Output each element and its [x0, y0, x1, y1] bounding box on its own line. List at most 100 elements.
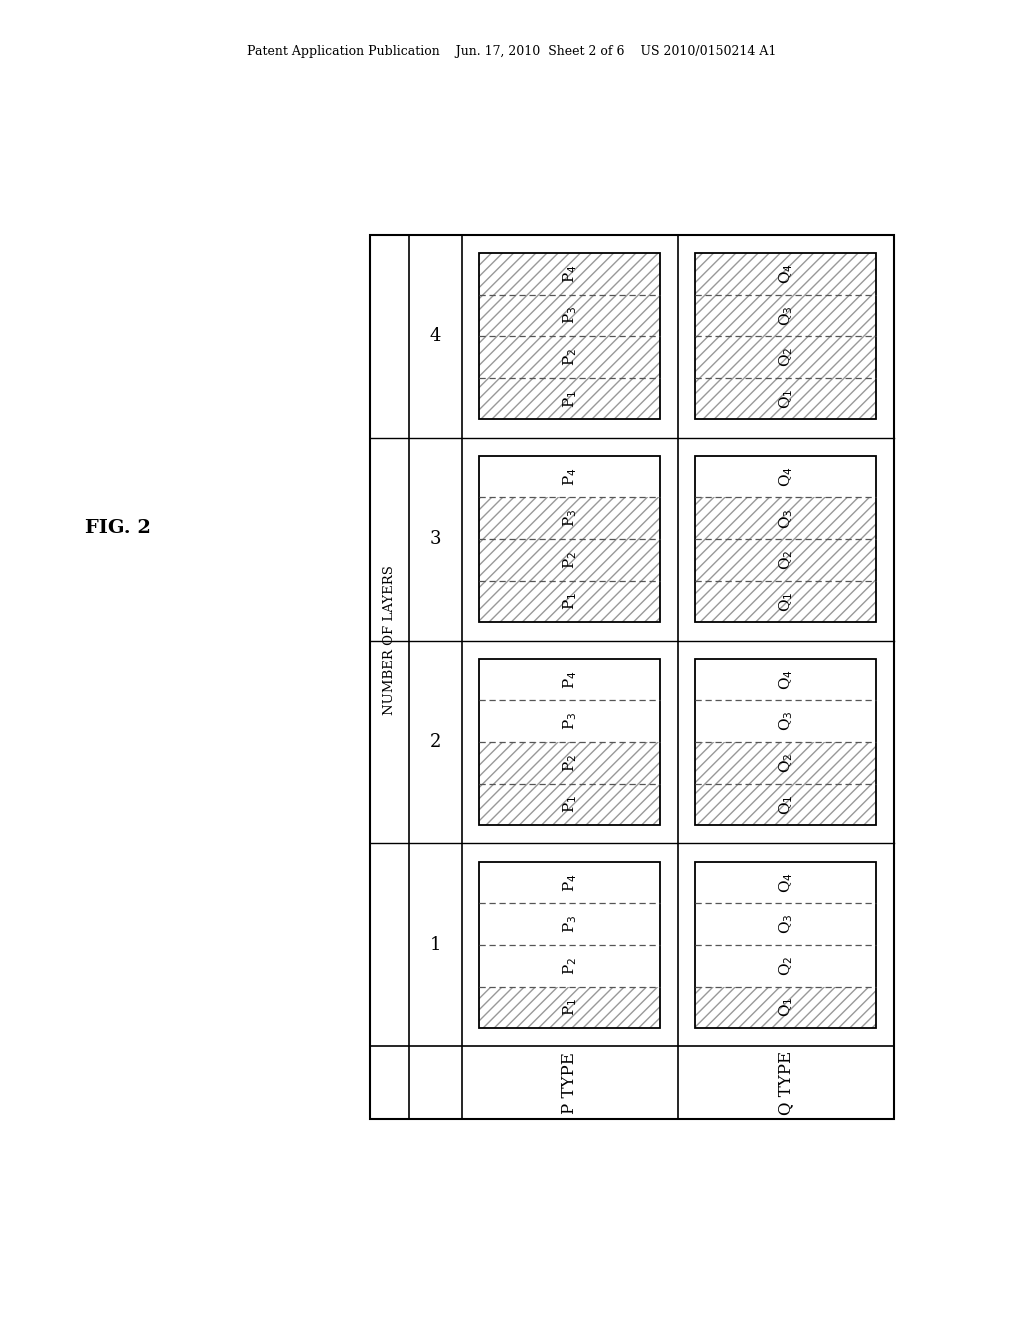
Text: P$_3$: P$_3$	[561, 306, 579, 325]
Text: Q$_4$: Q$_4$	[777, 873, 795, 892]
Bar	[479, 784, 660, 825]
Bar	[370, 235, 894, 1119]
Text: P$_2$: P$_2$	[561, 550, 579, 569]
Bar	[479, 903, 660, 945]
Text: P$_3$: P$_3$	[561, 510, 579, 528]
Text: Q$_4$: Q$_4$	[777, 669, 795, 690]
Text: Q$_1$: Q$_1$	[777, 997, 795, 1018]
Bar	[479, 701, 660, 742]
Bar	[695, 784, 877, 825]
Bar	[695, 253, 877, 294]
Text: Q$_2$: Q$_2$	[777, 549, 795, 570]
Bar	[695, 294, 877, 337]
Text: Q$_4$: Q$_4$	[777, 263, 795, 284]
Text: 2: 2	[430, 733, 441, 751]
Text: Q$_2$: Q$_2$	[777, 752, 795, 774]
Bar	[695, 659, 877, 701]
Bar	[479, 294, 660, 337]
Text: 3: 3	[430, 531, 441, 548]
Bar	[479, 742, 660, 784]
Text: Q$_3$: Q$_3$	[777, 508, 795, 528]
Bar	[479, 862, 660, 1028]
Bar	[479, 253, 660, 420]
Bar	[695, 581, 877, 622]
Bar	[479, 253, 660, 294]
Bar	[479, 455, 660, 498]
Bar	[695, 498, 877, 539]
Bar	[695, 294, 877, 337]
Text: P$_1$: P$_1$	[561, 998, 579, 1016]
Text: P$_4$: P$_4$	[561, 264, 579, 282]
Text: Q$_3$: Q$_3$	[777, 913, 795, 935]
Bar	[479, 784, 660, 825]
Bar	[479, 659, 660, 825]
Bar	[479, 945, 660, 986]
Bar	[695, 862, 877, 903]
Bar	[695, 455, 877, 498]
Bar	[479, 986, 660, 1028]
Text: Patent Application Publication    Jun. 17, 2010  Sheet 2 of 6    US 2010/0150214: Patent Application Publication Jun. 17, …	[248, 45, 776, 58]
Bar	[695, 784, 877, 825]
Bar	[695, 742, 877, 784]
Text: 1: 1	[430, 936, 441, 954]
Bar	[479, 581, 660, 622]
Bar	[479, 862, 660, 903]
Bar	[695, 498, 877, 539]
Bar	[695, 455, 877, 622]
Text: P$_3$: P$_3$	[561, 711, 579, 730]
Bar	[479, 539, 660, 581]
Text: Q$_1$: Q$_1$	[777, 591, 795, 611]
Bar	[695, 539, 877, 581]
Bar	[695, 337, 877, 378]
Text: P$_2$: P$_2$	[561, 348, 579, 366]
Bar	[695, 378, 877, 420]
Bar	[479, 498, 660, 539]
Bar	[479, 539, 660, 581]
Text: Q$_2$: Q$_2$	[777, 956, 795, 975]
Bar	[479, 294, 660, 337]
Text: P$_2$: P$_2$	[561, 957, 579, 974]
Bar	[695, 253, 877, 294]
Text: P TYPE: P TYPE	[561, 1052, 579, 1114]
Text: P$_3$: P$_3$	[561, 915, 579, 933]
Text: P$_4$: P$_4$	[561, 874, 579, 892]
Bar	[479, 378, 660, 420]
Bar	[695, 253, 877, 420]
Bar	[695, 539, 877, 581]
Bar	[479, 581, 660, 622]
Bar	[695, 659, 877, 825]
Bar	[695, 701, 877, 742]
Text: P$_4$: P$_4$	[561, 671, 579, 689]
Text: Q$_3$: Q$_3$	[777, 305, 795, 326]
Text: Q$_1$: Q$_1$	[777, 388, 795, 409]
Text: Q$_4$: Q$_4$	[777, 466, 795, 487]
Bar	[695, 378, 877, 420]
Bar	[479, 378, 660, 420]
Text: 4: 4	[430, 327, 441, 345]
Bar	[695, 986, 877, 1028]
Bar	[695, 903, 877, 945]
Bar	[479, 742, 660, 784]
Text: P$_4$: P$_4$	[561, 467, 579, 486]
Text: P$_2$: P$_2$	[561, 754, 579, 772]
Text: Q$_2$: Q$_2$	[777, 347, 795, 367]
Text: Q$_3$: Q$_3$	[777, 711, 795, 731]
Bar	[479, 455, 660, 622]
Bar	[479, 337, 660, 378]
Bar	[695, 945, 877, 986]
Bar	[695, 742, 877, 784]
Bar	[695, 337, 877, 378]
Bar	[695, 986, 877, 1028]
Text: P$_1$: P$_1$	[561, 593, 579, 610]
Bar	[479, 659, 660, 701]
Bar	[695, 581, 877, 622]
Text: Q$_1$: Q$_1$	[777, 795, 795, 814]
Bar	[479, 498, 660, 539]
Text: NUMBER OF LAYERS: NUMBER OF LAYERS	[383, 565, 396, 715]
Bar	[695, 862, 877, 1028]
Text: P$_1$: P$_1$	[561, 389, 579, 408]
Text: P$_1$: P$_1$	[561, 795, 579, 813]
Bar	[479, 253, 660, 294]
Text: Q TYPE: Q TYPE	[777, 1051, 795, 1115]
Text: FIG. 2: FIG. 2	[85, 519, 151, 537]
